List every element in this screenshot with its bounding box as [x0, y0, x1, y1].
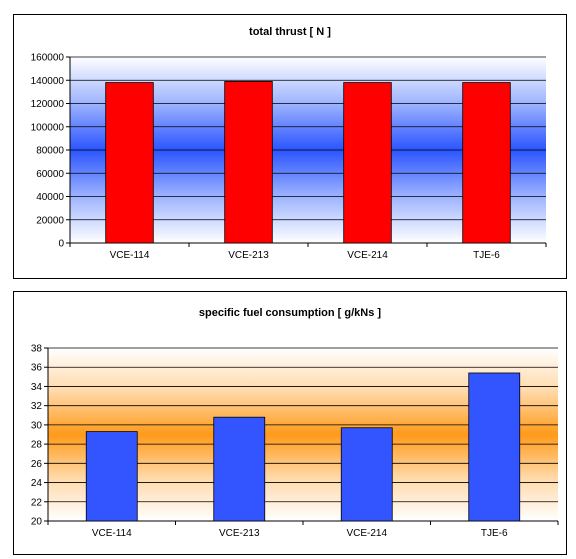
chart-title: total thrust [ N ]: [249, 26, 331, 38]
y-tick-label: 100000: [31, 122, 65, 133]
bar-tje-6: [468, 372, 521, 522]
x-tick-label: TJE-6: [481, 528, 508, 539]
x-tick-label: VCE-214: [346, 528, 387, 539]
y-tick-label: 36: [31, 363, 43, 374]
plot-area: 20 22 24 26 28 30 32 34 36 38 VCE-114 VCE-213 VCE-21…: [31, 344, 559, 539]
bar-vce-214: [343, 82, 392, 244]
y-tick-label: 30: [31, 420, 43, 431]
y-tick-label: 32: [31, 401, 43, 412]
y-tick-label: 60000: [36, 169, 64, 180]
x-tick-label: VCE-114: [110, 250, 150, 261]
plot-area: 0 20000 40000 60000 80000 100000 120000 140000 1…: [31, 53, 547, 261]
y-tick-label: 20000: [36, 215, 64, 226]
y-tick-label: 26: [31, 459, 43, 470]
y-tick-label: 38: [31, 344, 43, 355]
y-tick-label: 28: [31, 440, 43, 451]
bar-vce-114: [105, 82, 154, 244]
sfc-chart: specific fuel consumption [ g/kNs ] 20 22…: [31, 307, 559, 539]
y-tick-label: 140000: [31, 76, 65, 87]
y-tick-label: 80000: [36, 146, 64, 157]
thrust-chart: total thrust [ N ] 0 20000 40000 60000 80000…: [31, 26, 547, 261]
thrust-chart-panel: total thrust [ N ] 0 20000 40000 60000 80000…: [13, 14, 567, 279]
x-tick-label: TJE-6: [473, 250, 500, 261]
bar-vce-114: [85, 431, 138, 522]
y-tick-label: 40000: [36, 192, 64, 203]
y-tick-label: 120000: [31, 99, 65, 110]
x-tick-label: VCE-213: [219, 528, 260, 539]
y-tick-label: 34: [31, 382, 43, 393]
x-tick-label: VCE-114: [92, 528, 132, 539]
y-tick-label: 24: [31, 478, 43, 489]
sfc-chart-panel: specific fuel consumption [ g/kNs ] 20 22…: [13, 291, 567, 555]
y-tick-label: 160000: [31, 53, 65, 64]
y-tick-label: 0: [58, 239, 64, 250]
bar-vce-213: [213, 416, 266, 522]
y-tick-label: 22: [31, 497, 43, 508]
x-tick-label: VCE-213: [228, 250, 269, 261]
y-tick-label: 20: [31, 517, 43, 528]
bar-vce-214: [340, 427, 393, 522]
x-tick-label: VCE-214: [347, 250, 388, 261]
bar-tje-6: [462, 82, 511, 244]
chart-title: specific fuel consumption [ g/kNs ]: [199, 307, 381, 319]
bar-vce-213: [224, 81, 273, 244]
